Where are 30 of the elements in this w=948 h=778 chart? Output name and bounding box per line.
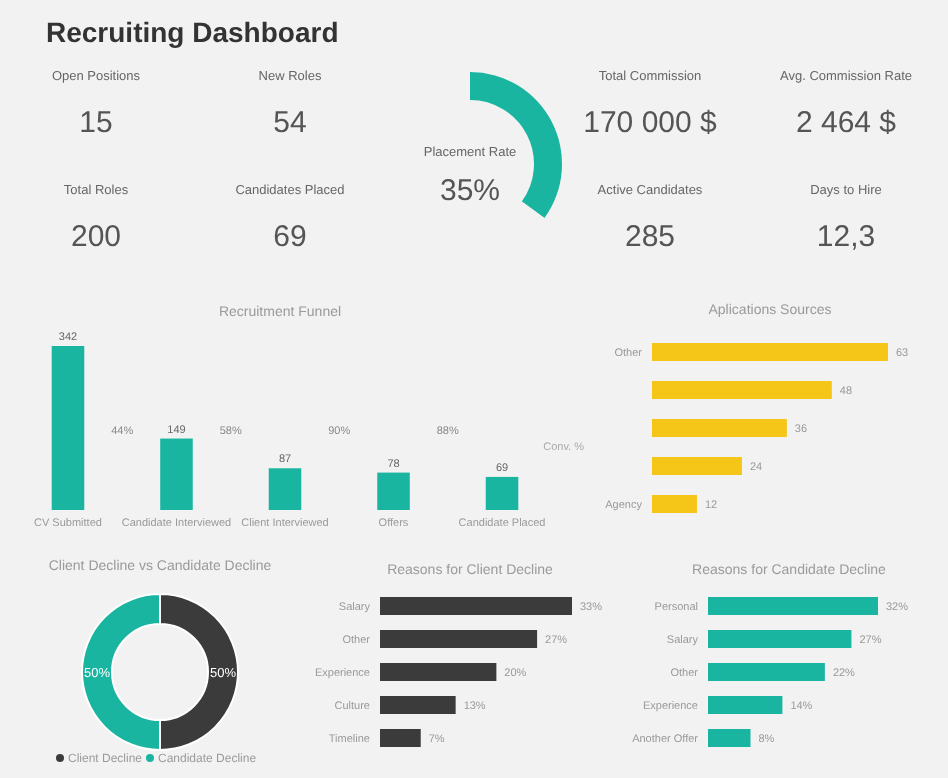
bar: [708, 663, 825, 681]
text: 15: [79, 106, 113, 140]
bar: [652, 381, 832, 399]
bar: [377, 472, 410, 510]
bar: [485, 476, 519, 510]
bar: [652, 343, 888, 361]
text: 69: [273, 220, 307, 254]
bar: [380, 597, 572, 615]
bar: [380, 729, 421, 747]
text: 35%: [439, 174, 501, 208]
bar: [380, 630, 538, 648]
text: 285: [624, 220, 676, 254]
bar: [380, 663, 497, 681]
bar: [160, 438, 193, 510]
bar: [652, 419, 787, 437]
text: 2 464 $: [795, 106, 898, 140]
bar: [708, 696, 783, 714]
text: 200: [70, 220, 122, 254]
bar: [708, 729, 751, 747]
bar: [708, 630, 852, 648]
bar: [51, 346, 85, 510]
bar: [652, 495, 697, 513]
bar: [708, 597, 878, 615]
text: Recruiting Dashboard: [46, 16, 339, 48]
bar: [652, 457, 742, 475]
text: 170 000 $: [583, 106, 719, 140]
bar: [380, 696, 456, 714]
text: 12,3: [816, 220, 876, 254]
bar: [268, 468, 302, 510]
text: 54: [273, 106, 307, 140]
